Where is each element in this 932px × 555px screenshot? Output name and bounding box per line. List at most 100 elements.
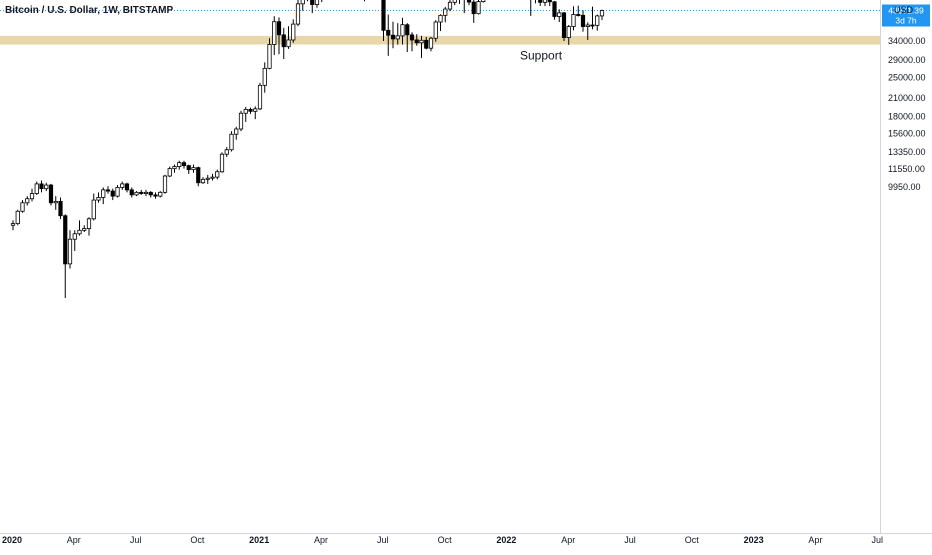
candle-down [63, 214, 68, 299]
candle-up [291, 19, 296, 43]
candle-body [276, 21, 282, 36]
candle-up [34, 181, 39, 195]
candle-down [386, 14, 391, 56]
candle-down [139, 189, 144, 195]
candle-up [229, 131, 234, 152]
candle-up [25, 196, 30, 206]
countdown-text: 3d 7h [895, 16, 917, 26]
candle-body [386, 29, 391, 36]
candle-up [20, 200, 25, 213]
candle-up [542, 0, 548, 7]
candle-up [253, 106, 258, 120]
candle-body [414, 39, 419, 44]
candle-body [196, 167, 201, 184]
candle-body [381, 0, 386, 31]
candle-body [595, 15, 600, 26]
candle-body [476, 1, 481, 15]
time-tick-label: 2021 [249, 535, 269, 545]
candle-body [547, 0, 552, 3]
candle-up [272, 16, 277, 56]
candle-down [390, 21, 396, 49]
candle-body [400, 24, 405, 37]
candle-body [86, 218, 92, 229]
time-tick-label: Jul [624, 535, 636, 545]
chart-title: Bitcoin / U.S. Dollar, 1W, BITSTAMP [5, 5, 173, 16]
candle-body [291, 23, 296, 41]
candle-up [595, 14, 600, 31]
candle-body [72, 233, 77, 240]
candle-body [110, 190, 115, 197]
candle-down [276, 17, 282, 55]
candle-body [34, 183, 39, 194]
candle-down [153, 192, 158, 199]
candle-body [39, 183, 44, 190]
candle-up [566, 25, 571, 45]
candle-down [148, 191, 153, 198]
candle-down [124, 182, 130, 193]
candle-up [476, 0, 481, 15]
candle-body [267, 44, 272, 69]
candle-up [96, 192, 101, 203]
candle-up [557, 9, 562, 23]
candle-down [310, 0, 315, 14]
candle-body [158, 191, 163, 197]
time-axis[interactable]: 2020 Apr Jul Oct 2021 Apr Jul Oct 2022 Apr Jul Oct 2… [2, 535, 883, 545]
candle-up [300, 0, 305, 11]
candle-up [29, 188, 35, 202]
time-tick-label: Apr [314, 535, 328, 545]
candle-up [115, 185, 120, 198]
candles-layer [10, 0, 605, 299]
time-tick-label: Apr [808, 535, 822, 545]
candle-up [86, 217, 92, 236]
candle-up [219, 152, 225, 173]
candle-down [281, 27, 286, 60]
candle-body [481, 0, 486, 2]
current-price-badge-text: 43971.39 [888, 6, 924, 16]
candle-up [452, 0, 457, 6]
candle-body [428, 37, 434, 49]
candle-up [481, 0, 486, 3]
support-zone [0, 35, 880, 45]
candle-body [590, 24, 595, 27]
candle-down [48, 183, 54, 206]
candle-up [234, 126, 239, 140]
candle-down [471, 0, 476, 23]
candle-up [257, 82, 263, 111]
current-price-badge [882, 4, 930, 27]
candle-up [599, 9, 605, 20]
candle-body [542, 0, 548, 3]
time-tick-label: Oct [190, 535, 205, 545]
candle-body [281, 34, 286, 48]
candle-body [153, 194, 158, 197]
candle-body [105, 189, 111, 192]
candle-body [390, 34, 396, 40]
candle-body [262, 67, 267, 86]
candle-up [120, 181, 125, 190]
candle-body [20, 202, 25, 212]
price-tick-label: 29000.00 [888, 55, 926, 65]
candle-body [253, 108, 258, 112]
candle-body [124, 183, 130, 191]
candle-body [310, 0, 315, 6]
candle-body [248, 109, 253, 112]
candle-down [248, 107, 253, 114]
candle-up [585, 22, 590, 40]
candle-body [219, 153, 225, 173]
candle-up [101, 187, 106, 205]
candle-body [82, 228, 87, 231]
candle-up [238, 110, 244, 132]
candle-down [424, 36, 429, 50]
candle-up [295, 0, 301, 27]
candle-down [552, 1, 557, 20]
candle-down [409, 32, 415, 52]
candle-body [205, 177, 210, 180]
candle-down [576, 5, 581, 17]
support-zone-layer: Support [0, 35, 880, 63]
candle-body [424, 39, 429, 49]
candle-down [535, 0, 536, 4]
candle-body [585, 24, 590, 27]
price-tick-label: 13350.00 [888, 147, 926, 157]
candle-body [67, 238, 73, 265]
